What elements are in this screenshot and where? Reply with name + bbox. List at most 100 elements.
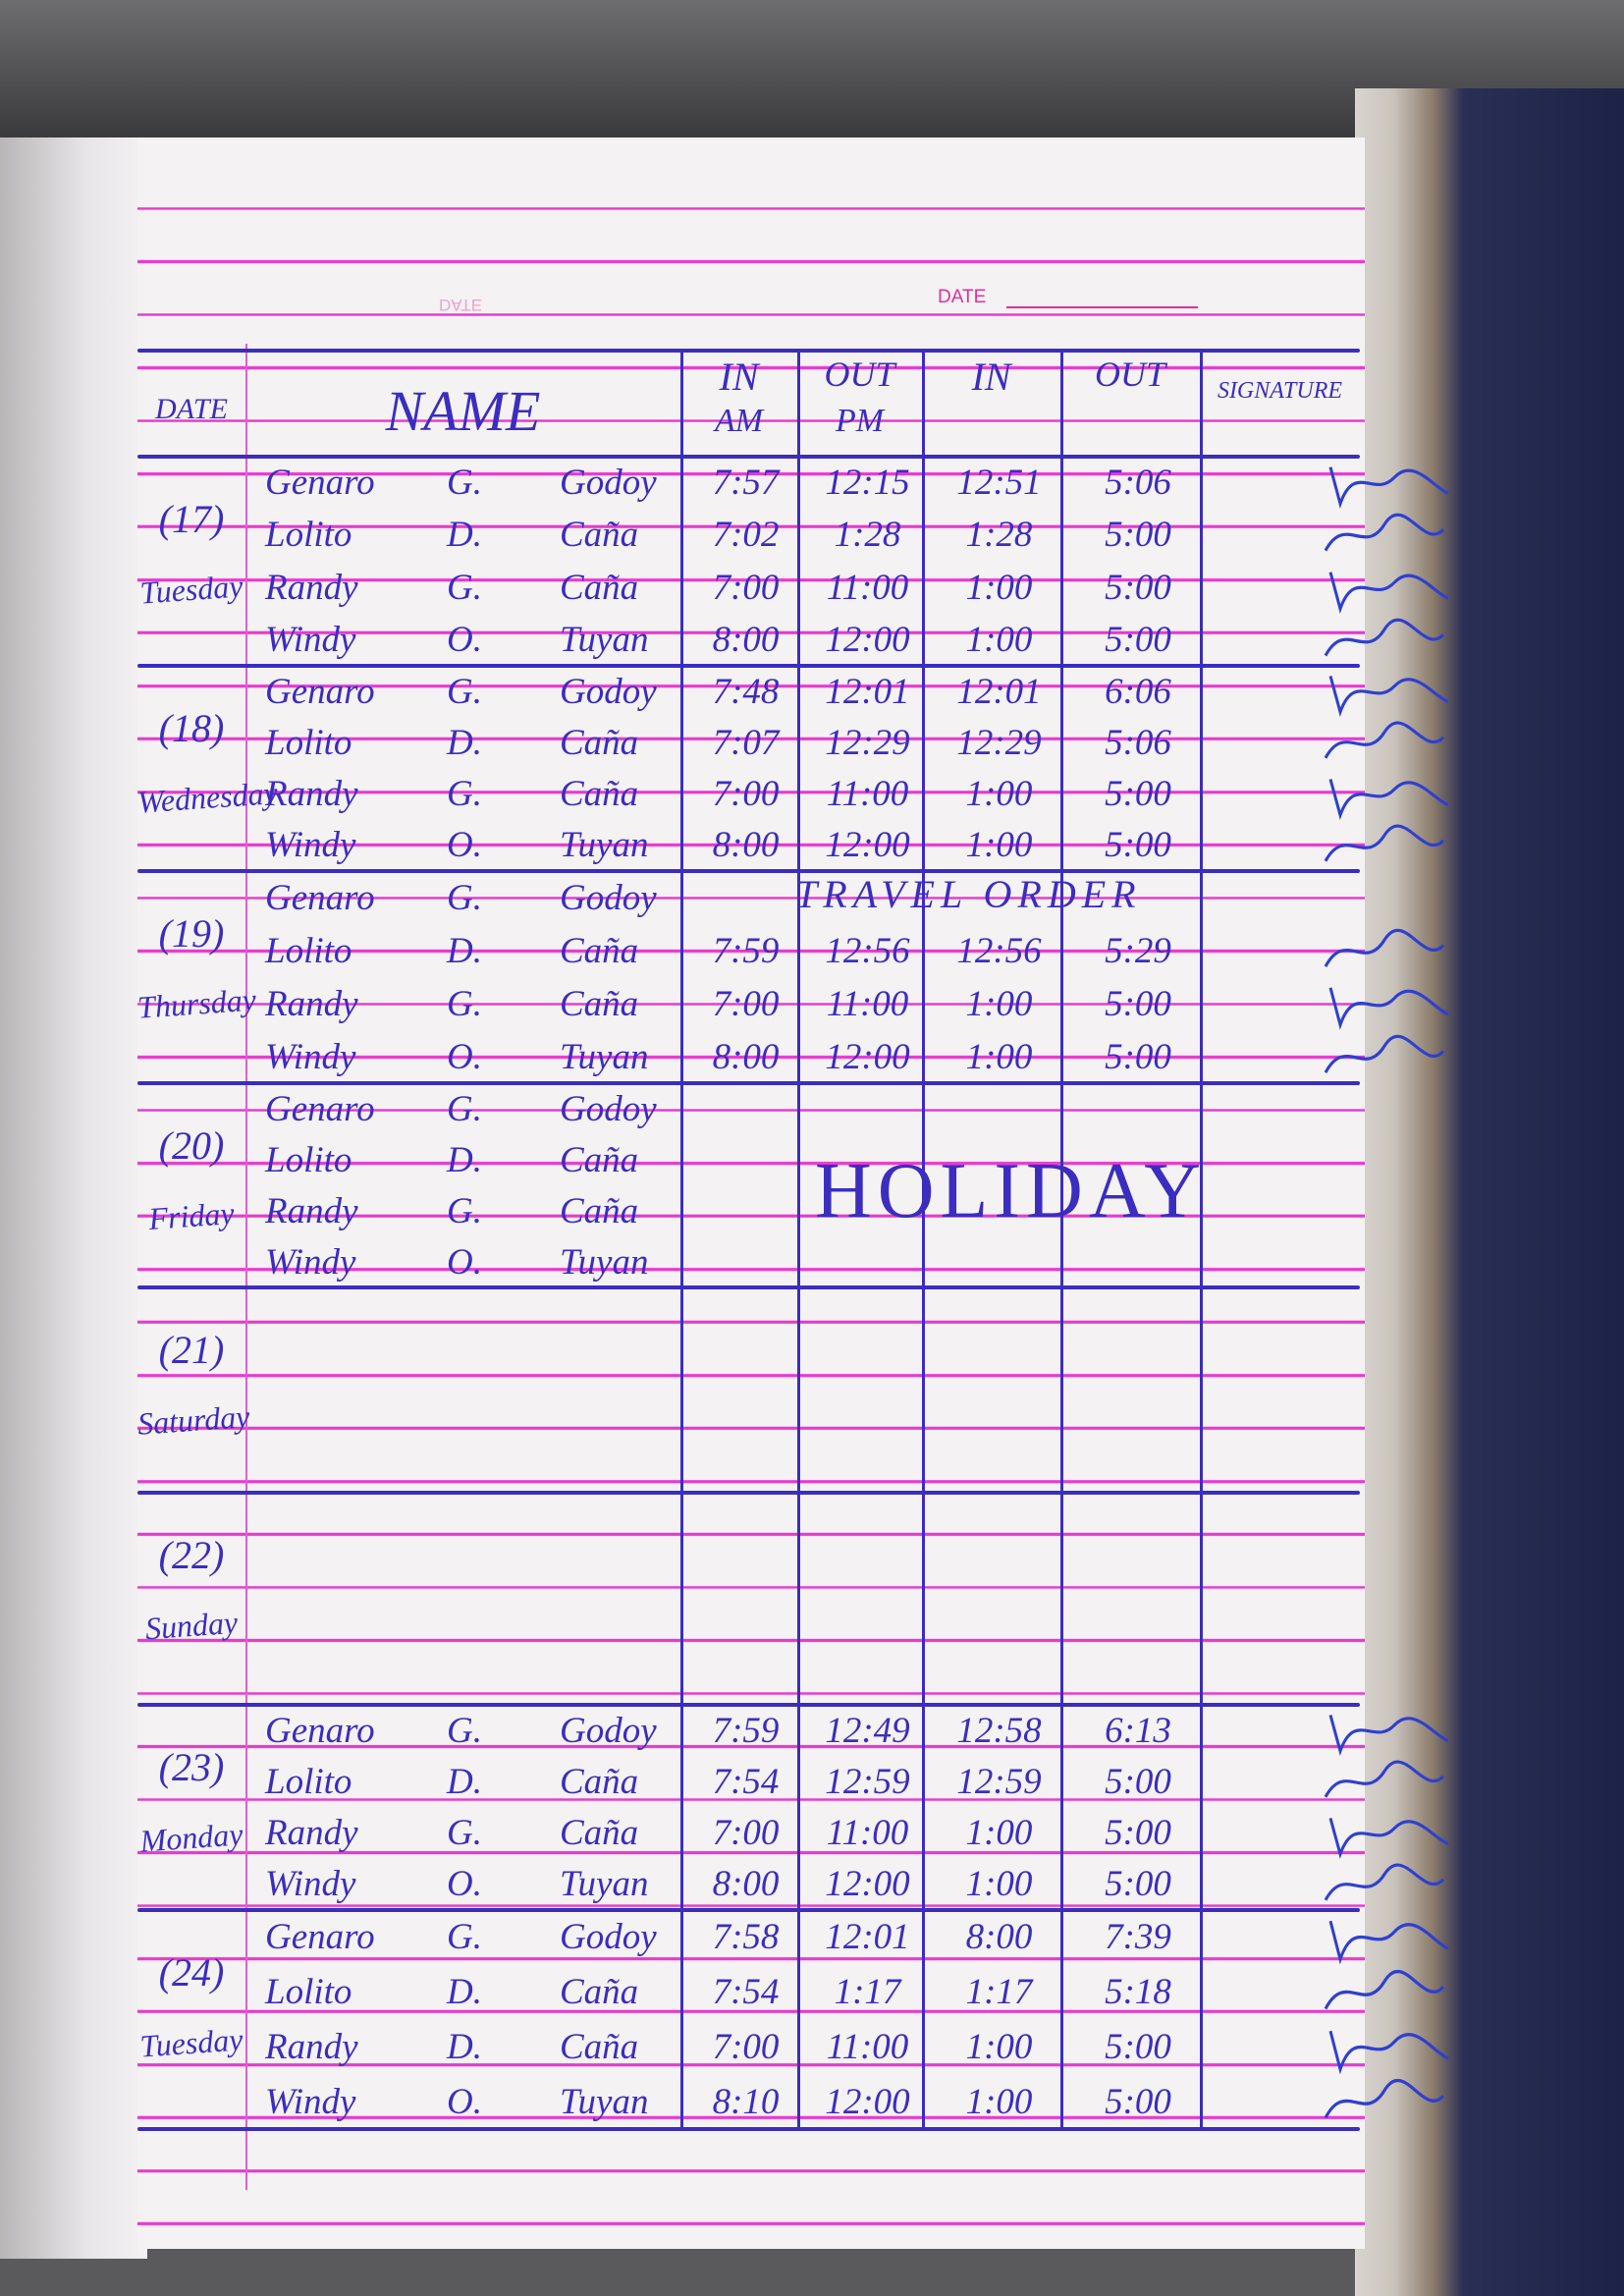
day-weekday: Tuesday [138,2021,244,2064]
day-weekday: Saturday [135,1397,251,1442]
name-mi: G. [447,983,482,1024]
day-divider-rule [137,1908,1360,1912]
name-mi: O. [447,825,482,866]
time-out-2: 5:00 [1105,2026,1171,2067]
header-in-2: IN [971,355,1011,399]
time-in-2: 1:00 [965,825,1033,866]
table-row: Genaro G. Godoy 7:57 12:15 12:51 5:06 [245,457,1449,510]
time-in-2: 1:28 [965,515,1033,556]
time-in-2: 1:00 [965,619,1033,660]
name-first: Windy [265,1036,356,1077]
day-divider-rule [137,869,1360,873]
time-in-am: 7:48 [712,671,780,712]
signature-scribble [1328,571,1449,614]
time-in-am: 7:02 [712,515,780,556]
time-out-pm: 11:00 [826,2026,909,2067]
time-in-2: 12:51 [956,463,1042,504]
name-mi: O. [447,1036,482,1077]
header-out-pm: OUT [824,355,895,394]
table-row: Randy G. Caña 7:00 11:00 1:00 5:00 [245,977,1449,1030]
day-divider-rule [137,2127,1360,2131]
day-block: (23) Monday Genaro G. Godoy 7:59 12:49 12:58 6:1… [137,1705,1449,1912]
day-date: (20) [158,1123,225,1168]
signature-scribble [1324,824,1445,862]
time-in-am: 7:59 [712,1710,780,1751]
time-in-am: 8:00 [712,1864,780,1905]
name-last: Caña [560,2026,639,2067]
name-last: Caña [560,515,639,556]
time-out-2: 5:06 [1105,722,1171,763]
time-out-2 [1068,1083,1208,1134]
time-in-am [687,1185,804,1236]
time-in-2: 1:00 [965,774,1033,815]
day-divider-rule [137,1491,1360,1495]
day-block: (17) Tuesday Genaro G. Godoy 7:57 12:15 12:51 5:… [137,457,1449,668]
time-in-am: 8:00 [712,825,780,866]
time-in-am: 7:07 [712,722,780,763]
column-divider [922,349,925,2129]
table-row: Randy G. Caña 7:00 11:00 1:00 5:00 [245,769,1449,820]
table-row: Randy G. Caña [245,1185,1360,1236]
time-in-am: 8:00 [712,619,780,660]
time-out-2: 6:13 [1105,1710,1171,1751]
name-mi: G. [447,567,482,608]
table-row: Lolito D. Caña 7:54 1:17 1:17 5:18 [245,1965,1445,2020]
signature-scribble [1328,987,1449,1030]
name-last: Godoy [560,463,657,504]
time-out-2: 5:00 [1105,825,1171,866]
time-in-am: 7:00 [712,567,780,608]
signature-scribble [1328,676,1449,718]
time-out-pm: 12:15 [825,463,910,504]
header-am: AM [714,403,764,439]
time-out-pm: 11:00 [826,983,909,1024]
time-out-2: 6:06 [1105,671,1171,712]
time-out-pm: 11:00 [826,567,909,608]
day-cell: (23) Monday [137,1705,245,1910]
name-first: Randy [265,983,358,1024]
day-block: (18) Wednesday Genaro G. Godoy 7:48 12:01 12:01… [135,666,1449,873]
name-last: Tuyan [560,1241,649,1283]
name-last: Tuyan [560,619,649,660]
time-out-2: 7:39 [1105,1917,1171,1958]
header-signature: SIGNATURE [1217,378,1343,404]
name-last: Godoy [560,671,657,712]
day-divider-rule [137,664,1360,668]
day-cell: (19) Thursday [136,871,257,1083]
time-out-pm: 12:59 [825,1761,910,1802]
header-out-2: OUT [1094,355,1166,394]
name-first: Genaro [265,1917,375,1958]
signature-scribble [1324,721,1445,759]
name-last: Godoy [560,1088,657,1129]
signature-scribble [1328,466,1449,510]
name-last: Caña [560,567,639,608]
name-first: Randy [265,1813,358,1854]
day-cell: (24) Tuesday [137,1910,245,2129]
time-in-am: 7:00 [712,1813,780,1854]
time-in-2: 12:29 [956,722,1042,763]
time-out-2: 5:18 [1105,1972,1171,2013]
day-date: (17) [158,497,225,541]
time-out-2: 5:00 [1105,619,1171,660]
name-mi: O. [447,2081,482,2122]
header-pm: PM [835,403,885,439]
name-mi: G. [447,877,482,918]
time-out-pm: 1:17 [834,1972,901,2013]
name-last: Godoy [560,877,657,918]
time-out-pm: 11:00 [826,1813,909,1854]
signature-scribble [1324,618,1445,657]
table-row: Genaro G. Godoy 7:48 12:01 12:01 6:06 [245,666,1449,718]
time-out-2: 5:00 [1105,2081,1171,2122]
time-out-pm: 12:00 [825,1864,910,1905]
column-divider [797,349,800,2129]
name-mi: G. [447,1088,482,1129]
time-out-pm: 12:49 [825,1710,910,1751]
day-block: (19) Thursday Genaro G. Godoy Lolito D. Caña 7:5… [136,871,1449,1085]
signature-scribble [1324,1969,1445,2010]
time-out-pm [805,1083,930,1134]
time-in-am: 7:58 [712,1917,780,1958]
name-last: Tuyan [560,1864,649,1905]
signature-scribble [1328,1920,1449,1965]
day-weekday: Wednesday [135,774,279,820]
name-mi: O. [447,619,482,660]
column-divider [1200,349,1203,2129]
